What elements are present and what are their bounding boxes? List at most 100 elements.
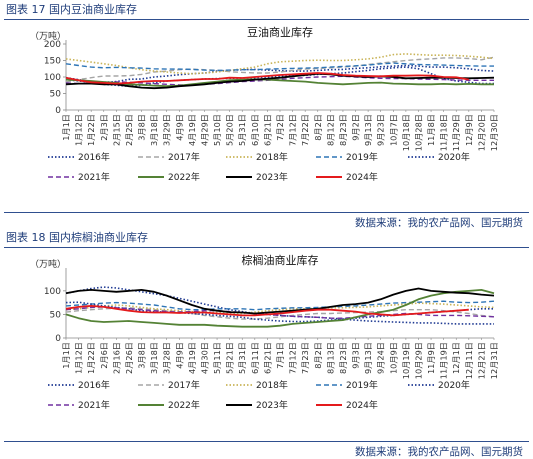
x-tick-label: 12月20日 [476, 114, 486, 151]
x-tick-label: 8月12日 [325, 114, 335, 146]
x-tick-label: 7月23日 [300, 342, 310, 374]
x-tick-label: 12月1日 [451, 342, 461, 374]
x-tick-label: 7月22日 [300, 114, 310, 146]
x-tick-label: 11月19日 [439, 342, 449, 379]
x-tick-label: 5月20日 [225, 114, 235, 146]
legend-label: 2020年 [438, 379, 470, 391]
x-tick-label: 6月21日 [262, 342, 272, 374]
x-tick-label: 9月24日 [376, 342, 386, 374]
x-tick-label: 10月7日 [388, 114, 398, 146]
x-tick-label: 2月16日 [111, 342, 121, 374]
x-tick-label: 2月25日 [124, 114, 134, 146]
figure-caption: 图表 17 国内豆油商业库存 [6, 3, 137, 16]
series-line [65, 72, 495, 90]
legend-label: 2018年 [256, 151, 288, 163]
x-tick-label: 1月22日 [86, 114, 96, 146]
x-tick-label: 4月29日 [199, 114, 209, 146]
x-tick-label: 7月12日 [288, 114, 298, 146]
x-tick-label: 8月13日 [325, 342, 335, 374]
y-tick-label: 50 [50, 310, 62, 320]
x-tick-label: 2月3日 [99, 114, 109, 141]
y-axis-label: （万吨） [30, 30, 66, 42]
series-line [65, 72, 469, 85]
x-tick-label: 7月1日 [275, 342, 285, 369]
series-line [65, 302, 495, 315]
y-axis-label: （万吨） [30, 258, 66, 270]
series-line [65, 78, 494, 88]
x-tick-label: 2月6日 [99, 342, 109, 369]
y-tick-label: 100 [44, 287, 61, 297]
legend-label: 2023年 [256, 399, 288, 411]
x-tick-label: 12月11日 [464, 342, 474, 379]
legend-label: 2019年 [346, 151, 378, 163]
series-line [65, 289, 495, 328]
x-tick-label: 2月26日 [124, 342, 134, 374]
x-tick-label: 4月9日 [174, 114, 184, 141]
x-tick-label: 9月13日 [363, 114, 373, 146]
y-tick-label: 50 [50, 90, 62, 100]
x-tick-label: 12月30日 [489, 114, 499, 151]
x-tick-label: 12月31日 [489, 342, 499, 379]
x-tick-label: 11月8日 [426, 114, 436, 146]
palm-oil-inventory-chart: 棕榈油商业库存 （万吨） 0 50 100 1月1日 1月12日 1月22日 2月6日 2月16日… [30, 253, 499, 411]
x-tick-label: 10月28日 [413, 114, 423, 151]
series-line [65, 286, 494, 325]
x-tick-label: 11月29日 [451, 114, 461, 151]
x-tick-label: 4月19日 [187, 114, 197, 146]
x-tick-label: 9月3日 [351, 342, 361, 369]
x-tick-label: 10月29日 [413, 342, 423, 379]
x-tick-label: 2月15日 [111, 114, 121, 146]
x-tick-label: 3月8日 [137, 114, 147, 141]
legend-label: 2017年 [168, 379, 200, 391]
chart-title: 棕榈油商业库存 [242, 253, 319, 267]
series-line [65, 64, 495, 84]
x-tick-label: 5月21日 [225, 342, 235, 374]
x-tick-label: 5月31日 [237, 114, 247, 146]
legend-label: 2022年 [168, 399, 200, 411]
x-tick-label: 12月21日 [476, 342, 486, 379]
caption-rule [4, 19, 529, 20]
x-tick-label: 3月28日 [162, 342, 172, 374]
legend-label: 2022年 [168, 171, 200, 183]
x-tick-label: 4月30日 [199, 342, 209, 374]
x-tick-label: 1月1日 [61, 114, 71, 141]
x-tick-label: 6月11日 [250, 342, 260, 374]
chart-title: 豆油商业库存 [247, 25, 313, 39]
x-tick-label: 3月18日 [149, 342, 159, 374]
legend-label: 2023年 [256, 171, 288, 183]
x-tick-label: 4月19日 [187, 342, 197, 374]
x-tick-label: 12月9日 [464, 114, 474, 146]
series-line [65, 305, 469, 317]
x-tick-label: 10月9日 [388, 342, 398, 374]
x-tick-label: 4月9日 [174, 342, 184, 369]
legend-label: 2016年 [78, 379, 110, 391]
x-tick-label: 6月21日 [262, 114, 272, 146]
x-tick-label: 9月13日 [363, 342, 373, 374]
source-rule [4, 441, 529, 442]
y-tick-label: 100 [44, 73, 61, 83]
data-source: 数据来源：我的农产品网、国元期货 [355, 217, 523, 229]
source-rule [4, 212, 529, 213]
y-tick-label: 0 [55, 334, 61, 344]
x-tick-label: 8月2日 [313, 342, 323, 369]
x-tick-label: 9月23日 [376, 114, 386, 146]
x-tick-label: 1月22日 [86, 342, 96, 374]
x-tick-label: 8月2日 [313, 114, 323, 141]
x-tick-label: 8月23日 [338, 342, 348, 374]
x-tick-label: 6月10日 [250, 114, 260, 146]
x-tick-label: 10月18日 [401, 114, 411, 151]
x-tick-label: 3月8日 [137, 342, 147, 369]
caption-rule [4, 247, 529, 248]
soybean-oil-inventory-chart: 豆油商业库存 （万吨） 0 50 100 150 200 1月1日 1月12日 1月22日 2月3日… [30, 25, 499, 183]
y-tick-label: 200 [44, 40, 61, 50]
legend-label: 2024年 [346, 399, 378, 411]
legend-label: 2021年 [78, 171, 110, 183]
figure-caption: 图表 18 国内棕榈油商业库存 [6, 231, 148, 244]
legend-label: 2021年 [78, 399, 110, 411]
x-tick-label: 9月2日 [351, 114, 361, 141]
x-tick-label: 11月9日 [426, 342, 436, 374]
x-tick-label: 3月18日 [149, 114, 159, 146]
x-tick-label: 5月10日 [212, 114, 222, 146]
x-tick-label: 1月12日 [74, 342, 84, 374]
x-tick-label: 11月18日 [439, 114, 449, 151]
